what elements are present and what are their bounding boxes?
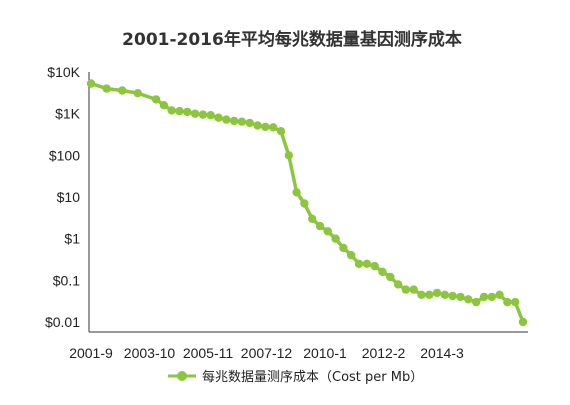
data-point bbox=[456, 292, 465, 302]
x-tick-label: 2005-11 bbox=[183, 345, 234, 361]
data-point bbox=[245, 118, 254, 128]
x-tick-label: 2007-12 bbox=[241, 345, 293, 361]
data-point bbox=[276, 127, 286, 136]
data-point bbox=[479, 292, 489, 302]
data-point bbox=[237, 117, 247, 126]
data-point bbox=[331, 234, 340, 243]
data-point bbox=[133, 89, 142, 98]
data-point bbox=[198, 110, 208, 119]
data-point bbox=[167, 106, 176, 115]
x-tick-label: 2010-1 bbox=[303, 345, 347, 361]
data-point bbox=[308, 214, 317, 223]
y-tick-label: $0.1 bbox=[53, 272, 80, 288]
data-point bbox=[378, 267, 387, 276]
y-tick-label: $1K bbox=[55, 106, 81, 122]
data-point bbox=[315, 221, 325, 231]
data-point bbox=[284, 151, 293, 160]
data-point bbox=[159, 101, 169, 110]
data-point bbox=[206, 111, 215, 120]
y-tick-label: $10 bbox=[57, 189, 81, 205]
data-point bbox=[432, 288, 442, 298]
data-point bbox=[354, 259, 364, 268]
data-point bbox=[229, 116, 239, 126]
data-point bbox=[102, 84, 111, 93]
data-point bbox=[409, 285, 418, 294]
legend-label: 每兆数据量测序成本（Cost per Mb） bbox=[202, 369, 423, 385]
x-tick-label: 2003-10 bbox=[124, 345, 176, 361]
data-point bbox=[222, 115, 231, 124]
y-tick-label: $100 bbox=[49, 147, 80, 163]
data-point bbox=[214, 113, 223, 122]
data-point bbox=[386, 272, 395, 282]
data-point bbox=[253, 121, 262, 130]
data-point bbox=[292, 188, 301, 197]
data-point bbox=[175, 106, 184, 116]
x-tick-labels: 2001-9 2003-10 2005-11 2007-12 2010-1 2012-2 2… bbox=[69, 345, 464, 361]
y-tick-label: $10K bbox=[47, 64, 80, 80]
data-point bbox=[339, 243, 348, 253]
data-point bbox=[347, 251, 356, 260]
data-point bbox=[86, 79, 96, 88]
data-point bbox=[269, 123, 278, 132]
data-point bbox=[183, 107, 192, 117]
data-point bbox=[464, 295, 473, 304]
data-point bbox=[503, 297, 512, 307]
data-point bbox=[151, 95, 161, 104]
data-point bbox=[300, 199, 309, 208]
data-point bbox=[472, 297, 481, 307]
data-point bbox=[190, 109, 200, 118]
data-point bbox=[511, 297, 520, 307]
y-tick-labels: $10K $1K $100 $10 $1 $0.1 $0.01 bbox=[45, 64, 81, 330]
data-point bbox=[495, 290, 504, 299]
x-tick-label: 2001-9 bbox=[69, 345, 113, 361]
x-tick-label: 2014-3 bbox=[420, 345, 464, 361]
data-point bbox=[487, 292, 496, 302]
data-point bbox=[370, 261, 379, 271]
chart-title: 2001-2016年平均每兆数据量基因测序成本 bbox=[122, 29, 462, 50]
data-point bbox=[362, 259, 372, 268]
legend-marker bbox=[177, 371, 187, 381]
data-point bbox=[417, 290, 426, 299]
data-point bbox=[425, 290, 434, 299]
y-tick-label: $1 bbox=[64, 231, 80, 247]
series-group bbox=[86, 79, 528, 327]
data-point bbox=[448, 291, 457, 301]
data-point bbox=[118, 86, 127, 95]
y-tick-label: $0.01 bbox=[45, 314, 80, 330]
data-point bbox=[401, 285, 411, 294]
data-point bbox=[393, 280, 403, 289]
data-point bbox=[261, 122, 270, 132]
data-point bbox=[323, 227, 332, 236]
legend: 每兆数据量测序成本（Cost per Mb） bbox=[168, 369, 423, 385]
data-point bbox=[440, 290, 450, 299]
x-tick-label: 2012-2 bbox=[362, 345, 406, 361]
data-point bbox=[518, 317, 528, 327]
